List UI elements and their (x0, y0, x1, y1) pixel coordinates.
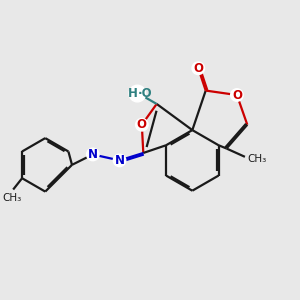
Text: CH₃: CH₃ (2, 193, 21, 203)
Text: CH₃: CH₃ (247, 154, 267, 164)
Circle shape (192, 62, 205, 74)
Circle shape (231, 89, 243, 101)
Text: N: N (88, 148, 98, 161)
Circle shape (136, 118, 148, 131)
Text: O: O (232, 88, 242, 101)
Text: H: H (128, 87, 137, 100)
Circle shape (129, 85, 146, 102)
Text: ·O: ·O (138, 87, 153, 100)
Text: O: O (137, 118, 147, 131)
Circle shape (87, 148, 99, 161)
Text: O: O (193, 62, 203, 75)
Text: N: N (115, 154, 124, 167)
Circle shape (113, 154, 126, 167)
